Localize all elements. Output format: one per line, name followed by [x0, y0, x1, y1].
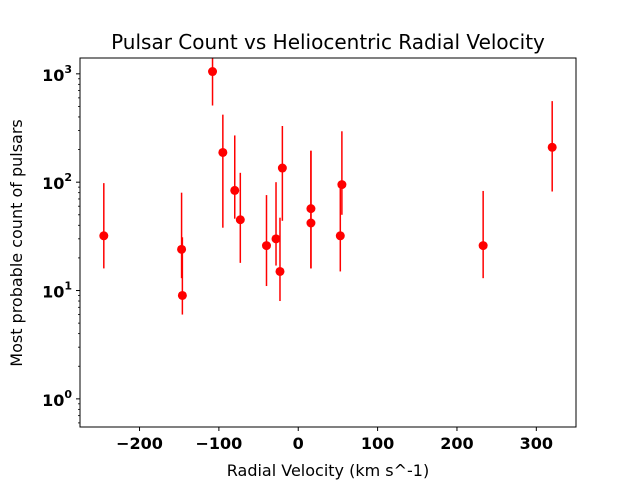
point-marker	[177, 290, 187, 300]
chart-title: Pulsar Count vs Heliocentric Radial Velo…	[111, 30, 545, 54]
data-marks	[99, 58, 557, 315]
point-marker	[218, 147, 228, 157]
y-axis: 100 101 102 103	[42, 63, 80, 424]
data-point	[277, 125, 287, 221]
x-tick-label: 0	[293, 434, 304, 453]
x-tick-label: 300	[520, 434, 553, 453]
point-marker	[271, 234, 281, 244]
x-tick-label: 200	[440, 434, 473, 453]
point-marker	[230, 185, 240, 195]
y-tick-label: 103	[42, 63, 72, 85]
point-marker	[335, 231, 345, 241]
x-tick-label: −200	[116, 434, 163, 453]
data-point	[335, 184, 345, 272]
point-marker	[177, 244, 187, 254]
data-point	[208, 58, 218, 106]
point-marker	[337, 180, 347, 190]
data-point	[99, 183, 109, 269]
x-axis-label: Radial Velocity (km s^-1)	[227, 461, 429, 480]
data-point	[337, 131, 347, 215]
point-marker	[478, 241, 488, 251]
data-point	[261, 195, 271, 287]
data-point	[275, 217, 285, 302]
y-axis-label: Most probable count of pulsars	[7, 119, 26, 366]
point-marker	[275, 266, 285, 276]
data-point	[235, 172, 245, 263]
point-marker	[99, 231, 109, 241]
y-tick-label: 101	[42, 280, 72, 302]
data-point	[478, 190, 488, 279]
data-point	[547, 101, 557, 192]
point-marker	[235, 215, 245, 225]
x-tick-label: −100	[195, 434, 242, 453]
data-point	[271, 182, 281, 266]
y-tick-label: 100	[42, 388, 72, 410]
data-point	[177, 192, 187, 279]
x-tick-label: 100	[361, 434, 394, 453]
data-point	[177, 237, 187, 315]
data-point	[306, 150, 316, 269]
data-point	[218, 114, 228, 228]
data-point	[230, 135, 240, 219]
point-marker	[261, 241, 271, 251]
x-axis: −200 −100 0 100 200 300	[116, 427, 553, 453]
point-marker	[208, 67, 218, 77]
point-marker	[306, 218, 316, 228]
point-marker	[547, 142, 557, 152]
point-marker	[277, 163, 287, 173]
y-tick-label: 102	[42, 171, 72, 193]
plot-frame	[79, 57, 577, 428]
